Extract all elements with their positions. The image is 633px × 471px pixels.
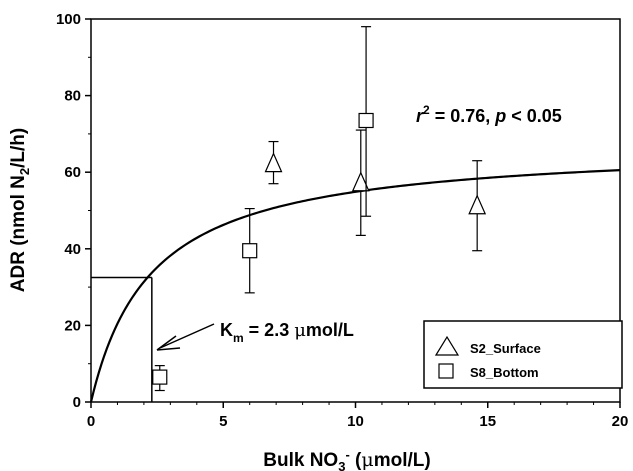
triangle-point <box>264 152 283 173</box>
fit-curve-layer <box>89 169 621 403</box>
triangle-point <box>468 194 487 215</box>
legend-label-s2: S2_Surface <box>470 341 541 356</box>
x-tick-label: 15 <box>479 413 496 430</box>
legend-triangle-icon <box>434 335 460 356</box>
legend: S2_Surface S8_Bottom <box>423 320 623 389</box>
y-tick-label: 20 <box>64 317 81 334</box>
y-axis-title: ADR (nmol N2/L/h) <box>8 128 32 293</box>
y-tick-label: 80 <box>64 88 81 105</box>
fit-curve <box>89 169 621 403</box>
x-axis-title: Bulk NO3- (μmol/L) <box>263 447 431 471</box>
km-arrow <box>156 323 215 351</box>
x-tick-label: 5 <box>219 413 227 430</box>
x-tick-label: 20 <box>612 413 629 430</box>
y-tick-label: 40 <box>64 241 81 258</box>
axes: 0 5 10 15 20 0 20 40 60 80 100 <box>56 11 628 430</box>
x-tick-label: 0 <box>87 413 95 430</box>
y-tick-label: 60 <box>64 164 81 181</box>
r2-annotation: r2 = 0.76, p < 0.05 <box>416 103 562 126</box>
y-tick-label: 0 <box>73 394 81 411</box>
triangle-point <box>351 171 370 192</box>
data-points <box>152 26 487 392</box>
square-point <box>152 369 168 385</box>
square-point <box>242 243 258 259</box>
square-point <box>358 112 374 129</box>
legend-square-icon <box>438 363 454 379</box>
legend-label-s8: S8_Bottom <box>470 365 539 380</box>
km-annotation: Km = 2.3 μmol/L <box>220 320 354 345</box>
x-tick-label: 10 <box>347 413 364 430</box>
y-tick-label: 100 <box>56 11 81 28</box>
